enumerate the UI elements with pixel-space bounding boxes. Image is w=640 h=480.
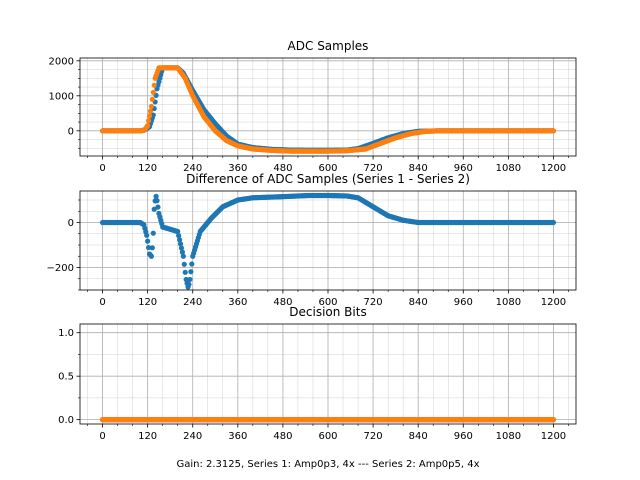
x-tick-label: 1080 [496,431,521,442]
data-point [550,128,557,134]
data-point [177,241,184,247]
y-tick-label: 2000 [49,56,74,67]
y-tick-label: 1.0 [58,328,74,339]
x-tick-label: 0 [99,163,105,174]
data-point [180,253,186,259]
x-tick-label: 360 [228,297,247,308]
x-tick-label: 240 [183,431,202,442]
x-tick-label: 240 [183,163,202,174]
x-tick-label: 0 [99,297,105,308]
chart-title: Decision Bits [289,305,366,319]
chart-3: 0 120 240 360 480 600 720 840 960 1080 1200 0.0 0.5 1… [58,305,577,442]
data-point [176,233,182,239]
x-tick-label: 960 [454,163,473,174]
x-tick-label: 240 [183,297,202,308]
y-tick-label: 0.0 [58,415,74,426]
data-point [186,281,192,287]
data-point [155,204,161,210]
data-point [149,245,155,251]
chart-2: 0 120 240 360 480 600 720 840 960 1080 1200 −200 0 Di… [47,172,577,308]
y-tick-label: −200 [47,263,74,274]
y-tick-label: 0.5 [58,372,74,383]
x-tick-label: 600 [318,297,337,308]
x-tick-label: 480 [273,431,292,442]
x-tick-label: 0 [99,431,105,442]
data-point [181,261,187,267]
series-2 [99,417,557,423]
chart-title: Difference of ADC Samples (Series 1 - Se… [186,172,470,186]
x-tick-label: 120 [138,297,157,308]
x-tick-label: 720 [364,297,383,308]
data-point [150,89,156,95]
x-tick-label: 120 [138,163,157,174]
x-tick-label: 360 [228,431,247,442]
y-tick-label: 0 [68,126,74,137]
x-tick-label: 960 [454,297,473,308]
data-point [151,82,157,88]
x-tick-label: 720 [364,431,383,442]
data-point [148,103,154,109]
x-tick-label: 480 [273,297,292,308]
chart-1: 0 120 240 360 480 600 720 840 960 1080 1200 0 1000 20… [49,39,577,174]
x-tick-label: 1080 [496,297,521,308]
x-tick-label: 600 [318,163,337,174]
data-point [188,269,194,275]
data-point [149,96,155,102]
x-tick-label: 840 [409,431,428,442]
x-tick-label: 600 [318,431,337,442]
data-point [189,261,195,267]
data-point [179,249,185,255]
data-point [187,276,193,283]
x-tick-label: 1200 [541,297,566,308]
x-tick-label: 480 [273,163,292,174]
data-point [145,244,152,251]
data-point [147,108,154,114]
chart-panels: 0 120 240 360 480 600 720 840 960 1080 12000100020… [47,39,577,442]
x-tick-label: 1080 [496,163,521,174]
series-1 [99,192,557,290]
x-tick-label: 360 [228,163,247,174]
data-point [150,230,156,236]
data-point [148,253,154,259]
x-tick-label: 1200 [541,431,566,442]
x-tick-label: 1200 [541,163,566,174]
data-point [182,269,188,275]
figure-caption: Gain: 2.3125, Series 1: Amp0p3, 4x --- S… [176,459,479,470]
y-tick-label: 0 [68,218,74,229]
series-2 [99,65,557,154]
data-point [146,113,153,119]
x-tick-label: 720 [364,163,383,174]
data-point [151,206,157,212]
data-point [175,228,181,235]
x-tick-label: 840 [409,297,428,308]
data-point [145,118,152,124]
data-point [154,198,160,204]
data-point [153,193,159,199]
y-tick-label: 1000 [49,91,74,102]
x-tick-label: 120 [138,431,157,442]
x-tick-label: 960 [454,431,473,442]
data-point [145,238,151,244]
data-point [145,122,151,129]
data-point [550,219,557,226]
x-tick-label: 840 [409,163,428,174]
chart-title: ADC Samples [288,39,369,53]
data-point [178,245,185,251]
data-point [144,232,150,238]
data-point [176,237,183,243]
data-point [550,417,557,423]
